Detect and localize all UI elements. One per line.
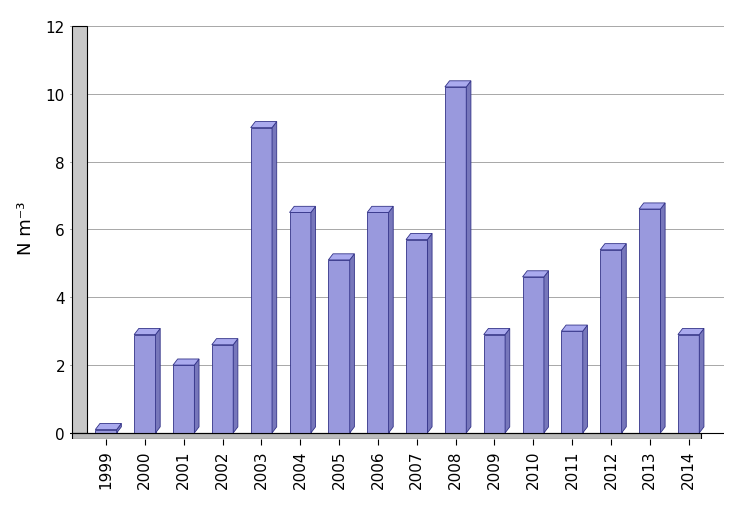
Polygon shape bbox=[445, 82, 471, 88]
Polygon shape bbox=[639, 204, 665, 210]
Bar bbox=[639, 210, 660, 433]
Y-axis label: N m⁻³: N m⁻³ bbox=[16, 201, 35, 255]
Polygon shape bbox=[328, 255, 354, 261]
Bar bbox=[328, 261, 350, 433]
Bar bbox=[522, 277, 544, 433]
Bar bbox=[290, 213, 311, 433]
Polygon shape bbox=[505, 329, 510, 433]
Polygon shape bbox=[678, 329, 704, 335]
Bar bbox=[212, 345, 233, 433]
Polygon shape bbox=[350, 255, 354, 433]
Bar bbox=[484, 335, 505, 433]
Polygon shape bbox=[622, 244, 626, 433]
Bar bbox=[96, 430, 116, 433]
Polygon shape bbox=[428, 234, 432, 433]
Polygon shape bbox=[466, 82, 471, 433]
Bar bbox=[173, 365, 194, 433]
Polygon shape bbox=[700, 329, 704, 433]
Polygon shape bbox=[368, 207, 393, 213]
Polygon shape bbox=[250, 122, 276, 128]
Polygon shape bbox=[388, 207, 393, 433]
Polygon shape bbox=[544, 271, 548, 433]
Polygon shape bbox=[194, 359, 199, 433]
Polygon shape bbox=[311, 207, 316, 433]
Polygon shape bbox=[600, 244, 626, 250]
Polygon shape bbox=[134, 329, 160, 335]
Polygon shape bbox=[212, 339, 238, 345]
Polygon shape bbox=[156, 329, 160, 433]
Polygon shape bbox=[562, 325, 588, 331]
Polygon shape bbox=[290, 207, 316, 213]
Polygon shape bbox=[660, 204, 665, 433]
Bar bbox=[368, 213, 388, 433]
Bar bbox=[445, 88, 466, 433]
Polygon shape bbox=[96, 424, 122, 430]
Bar bbox=[72, 27, 87, 433]
Polygon shape bbox=[582, 325, 588, 433]
Bar bbox=[134, 335, 156, 433]
Bar bbox=[250, 128, 272, 433]
Bar bbox=[72, 433, 701, 439]
Bar bbox=[406, 240, 428, 433]
Bar bbox=[600, 250, 622, 433]
Polygon shape bbox=[522, 271, 548, 277]
Polygon shape bbox=[233, 339, 238, 433]
Polygon shape bbox=[173, 359, 199, 365]
Polygon shape bbox=[272, 122, 276, 433]
Polygon shape bbox=[484, 329, 510, 335]
Bar bbox=[562, 331, 582, 433]
Bar bbox=[678, 335, 700, 433]
Polygon shape bbox=[406, 234, 432, 240]
Polygon shape bbox=[116, 424, 122, 433]
